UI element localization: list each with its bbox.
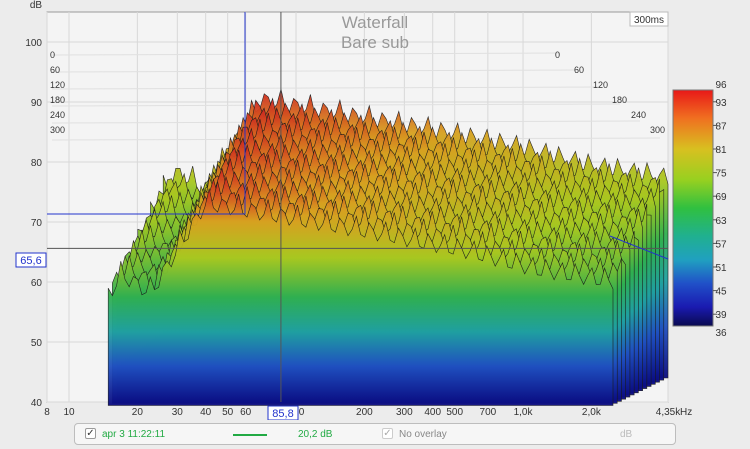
cursor-lines[interactable] xyxy=(47,12,669,402)
overlay-checkbox[interactable]: ✓ xyxy=(382,428,393,439)
y-axis-ticks: 100 90 80 70 60 50 40 xyxy=(25,38,42,409)
x-tick-label: 60 xyxy=(240,407,252,418)
time-tick-label-right: 240 xyxy=(631,110,646,120)
color-scale-max: 96 xyxy=(715,80,727,91)
time-tick-label-right: 60 xyxy=(574,65,584,75)
time-gridline xyxy=(51,86,601,90)
cursor-projection-diagonal xyxy=(609,235,669,260)
time-tick-label-right: 300 xyxy=(650,125,665,135)
x-tick-label: 300 xyxy=(396,407,413,418)
color-scale-tick-label: 63 xyxy=(715,216,727,227)
color-scale-tick-label: 39 xyxy=(715,310,727,321)
color-scale-tick-label: 69 xyxy=(715,192,727,203)
x-tick-label: 50 xyxy=(222,407,234,418)
color-scale-bar xyxy=(672,89,714,327)
x-tick-label: 500 xyxy=(446,407,463,418)
measurement-name[interactable]: apr 3 11:22:11 xyxy=(102,429,166,440)
time-gridline xyxy=(51,52,561,56)
color-scale: 96 36 93 87 81 75 69 63 57 51 45 39 xyxy=(672,80,727,339)
y-tick-label: 70 xyxy=(31,218,43,229)
measurement-checkbox[interactable]: ✓ xyxy=(85,428,96,439)
color-scale-tick-label: 93 xyxy=(715,98,727,109)
y-tick-label: 50 xyxy=(31,338,43,349)
color-scale-tick-label: 75 xyxy=(715,169,727,180)
chart-subtitle: Bare sub xyxy=(341,33,409,52)
y-tick-label: 100 xyxy=(25,38,42,49)
x-tick-label: 40 xyxy=(200,407,212,418)
waterfall-surface xyxy=(107,88,669,406)
cursor-projection-back xyxy=(47,12,246,215)
x-tick-label: 20 xyxy=(132,407,144,418)
color-scale-min: 36 xyxy=(715,328,727,339)
unit-label: dB xyxy=(620,429,633,440)
time-tick-label-left: 120 xyxy=(50,80,65,90)
time-tick-label-right: 0 xyxy=(555,50,560,60)
time-tick-label-left: 0 xyxy=(50,50,55,60)
chart-title: Waterfall xyxy=(342,13,408,32)
waterfall-plot[interactable]: Waterfall Bare sub 300ms dB Hz 100908070… xyxy=(0,0,750,420)
smoothing-value: 20,2 dB xyxy=(298,429,333,440)
x-tick-label: 2,0k xyxy=(582,407,602,418)
time-label: 300ms xyxy=(634,15,664,26)
x-tick-label: 4,35k xyxy=(656,407,681,418)
x-tick-label: 400 xyxy=(424,407,441,418)
time-gridline xyxy=(51,69,581,73)
y-cursor-readout-box xyxy=(15,252,47,268)
time-tick-label-left: 300 xyxy=(50,125,65,135)
time-tick-label-right: 180 xyxy=(612,95,627,105)
trace-color-swatch xyxy=(233,434,267,436)
x-tick-label: 10 xyxy=(63,407,75,418)
y-tick-label: 40 xyxy=(31,398,43,409)
color-scale-tick-label: 45 xyxy=(715,287,727,298)
color-scale-tick-label: 57 xyxy=(715,239,727,250)
y-tick-label: 60 xyxy=(31,278,43,289)
x-cursor-readout: 85,8 xyxy=(272,408,293,420)
x-cursor-readout-box xyxy=(267,405,299,420)
waterfall-slice xyxy=(107,188,614,406)
x-tick-label: 1,0k xyxy=(514,407,534,418)
time-tick-label-left: 60 xyxy=(50,65,60,75)
x-tick-label: 30 xyxy=(172,407,184,418)
y-unit-label: dB xyxy=(30,0,43,11)
color-scale-tick-label: 87 xyxy=(715,121,727,132)
x-tick-label: 8 xyxy=(44,407,50,418)
time-axis-ticks: 0 0 60 60 120 120 180 180 240 240 300 300 xyxy=(50,50,665,135)
color-scale-tick-label: 51 xyxy=(715,263,727,274)
legend-bar: ✓ apr 3 11:22:11 20,2 dB ✓ No overlay dB xyxy=(74,423,676,445)
color-scale-tick-label: 81 xyxy=(715,145,727,156)
overlay-label[interactable]: No overlay xyxy=(399,429,447,440)
y-tick-label: 90 xyxy=(31,98,43,109)
x-unit-label: Hz xyxy=(680,407,692,418)
x-tick-label: 200 xyxy=(356,407,373,418)
time-tick-label-left: 240 xyxy=(50,110,65,120)
time-tick-label-right: 120 xyxy=(593,80,608,90)
y-cursor-readout: 65,6 xyxy=(20,255,41,267)
y-tick-label: 80 xyxy=(31,158,43,169)
time-gridline xyxy=(51,103,621,107)
x-tick-label: 700 xyxy=(480,407,497,418)
time-tick-label-left: 180 xyxy=(50,95,65,105)
time-label-box xyxy=(629,11,669,27)
x-axis-ticks: 81020304050601002003004005007001,0k2,0k4… xyxy=(44,407,681,418)
